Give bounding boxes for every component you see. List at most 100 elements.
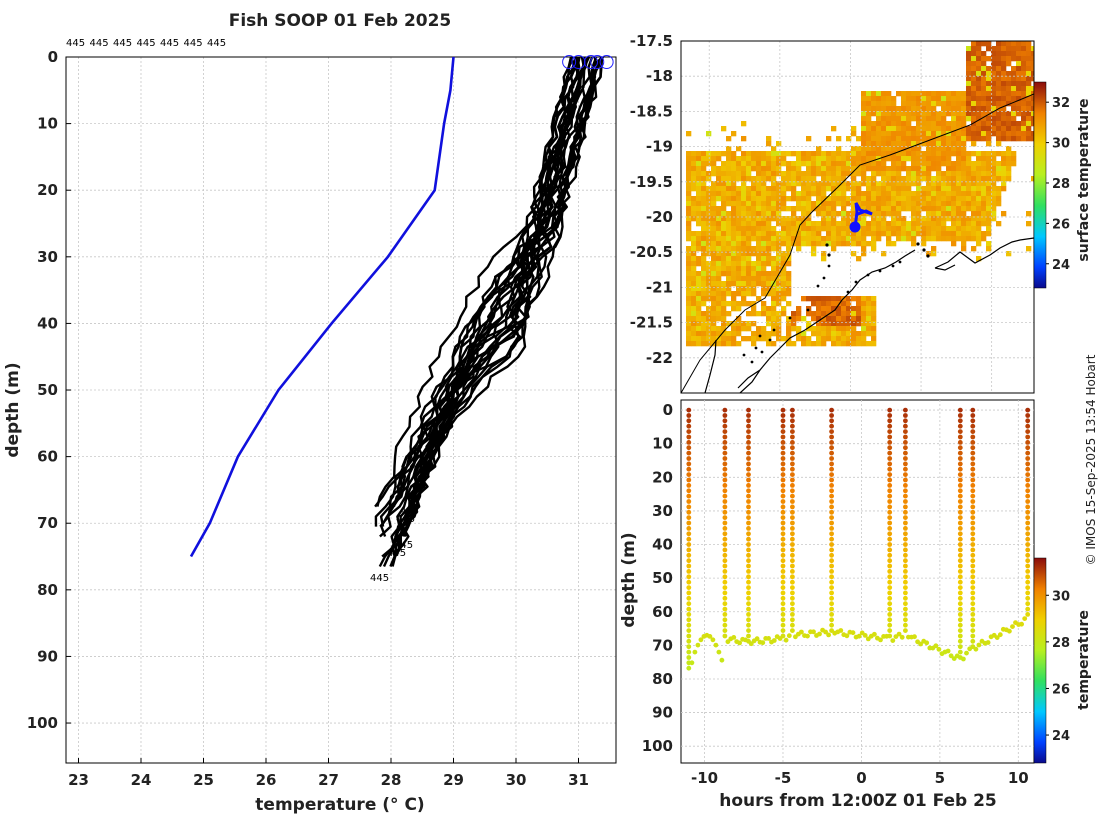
sst-cell xyxy=(771,166,777,172)
sst-cell xyxy=(1006,171,1012,177)
sst-cell xyxy=(1001,131,1007,137)
sst-cell xyxy=(851,306,857,312)
sst-cell xyxy=(746,226,752,232)
x-tick-label: 30 xyxy=(506,771,527,789)
sst-cell xyxy=(856,201,862,207)
sst-cell xyxy=(736,221,742,227)
cast-point xyxy=(746,499,751,504)
sst-cell xyxy=(811,311,817,317)
cast-point xyxy=(790,515,795,520)
sst-cell xyxy=(726,161,732,167)
sst-cell xyxy=(751,206,757,212)
sst-cell xyxy=(946,96,952,102)
sst-cell xyxy=(751,181,757,187)
sst-cell xyxy=(1006,116,1012,122)
sst-cell xyxy=(701,161,707,167)
sst-cell xyxy=(826,161,832,167)
sst-cell xyxy=(791,216,797,222)
cast-point xyxy=(790,585,795,590)
sst-cell xyxy=(996,81,1002,87)
sst-cell xyxy=(791,316,797,322)
sst-cell xyxy=(786,316,792,322)
cast-point xyxy=(829,450,834,456)
sst-cell xyxy=(886,136,892,142)
sst-cell xyxy=(711,186,717,192)
sst-cell xyxy=(891,116,897,122)
sst-cell xyxy=(741,166,747,172)
sst-cell xyxy=(726,201,732,207)
sst-cell xyxy=(691,281,697,287)
sst-cell xyxy=(846,201,852,207)
cast-point xyxy=(746,472,751,477)
sst-cell xyxy=(986,136,992,142)
sst-cell xyxy=(701,331,707,337)
sst-cell xyxy=(976,121,982,127)
dt-y-tick-label: 50 xyxy=(652,569,673,587)
cast-point xyxy=(957,552,963,558)
sst-cell xyxy=(821,166,827,172)
sst-cell xyxy=(921,226,927,232)
sst-cell xyxy=(866,331,872,337)
sst-cell xyxy=(871,206,877,212)
sst-cell xyxy=(961,211,967,217)
sst-cell xyxy=(941,196,947,202)
sst-cell xyxy=(701,296,707,302)
sst-cell xyxy=(761,201,767,207)
cast-point xyxy=(722,515,728,520)
sst-cell xyxy=(841,341,847,347)
cast-point xyxy=(722,617,728,623)
sst-cell xyxy=(786,321,792,327)
sst-cell xyxy=(996,141,1002,147)
sst-cell xyxy=(876,196,882,202)
sst-cell xyxy=(706,336,712,342)
sst-cell xyxy=(711,226,717,232)
cast-point xyxy=(903,563,908,569)
sst-cell xyxy=(891,221,897,227)
sst-cell xyxy=(976,61,982,67)
sst-cell xyxy=(976,236,982,242)
sst-cell xyxy=(991,181,997,187)
sst-cell xyxy=(986,91,992,97)
sst-cell xyxy=(721,216,727,222)
tow-point xyxy=(997,632,1003,638)
sst-cell xyxy=(696,161,702,167)
sst-cell xyxy=(891,196,897,202)
cast-point xyxy=(722,558,728,564)
sst-cell xyxy=(696,256,702,262)
sst-cell xyxy=(696,181,702,187)
sst-cell xyxy=(971,96,977,102)
sst-cell xyxy=(746,161,752,167)
sst-cell xyxy=(826,331,832,337)
profile-line xyxy=(404,56,586,518)
sst-cell xyxy=(776,291,782,297)
sst-cell xyxy=(811,241,817,247)
sst-cell xyxy=(736,206,742,212)
sst-cell xyxy=(731,156,737,162)
sst-cell xyxy=(756,276,762,282)
cast-point xyxy=(722,440,728,445)
sst-cell xyxy=(976,56,982,62)
cast-point xyxy=(829,547,834,553)
sst-cell xyxy=(861,191,867,197)
sst-cell xyxy=(961,166,967,172)
sst-cell xyxy=(941,146,947,152)
sst-cell xyxy=(756,296,762,302)
sst-cell xyxy=(741,216,747,222)
sst-cell xyxy=(711,301,717,307)
sst-cell xyxy=(931,191,937,197)
cast-point xyxy=(957,407,963,413)
cast-point xyxy=(686,574,692,580)
cast-point xyxy=(903,515,908,520)
sst-cell xyxy=(1031,106,1034,112)
sst-cell xyxy=(766,171,772,177)
sst-cell xyxy=(956,121,962,127)
sst-cell xyxy=(926,226,932,232)
sst-cell xyxy=(951,221,957,227)
sst-cell xyxy=(941,131,947,137)
sst-cell xyxy=(776,211,782,217)
sst-cell xyxy=(876,216,882,222)
sst-cell xyxy=(926,216,932,222)
sst-cell xyxy=(741,226,747,232)
